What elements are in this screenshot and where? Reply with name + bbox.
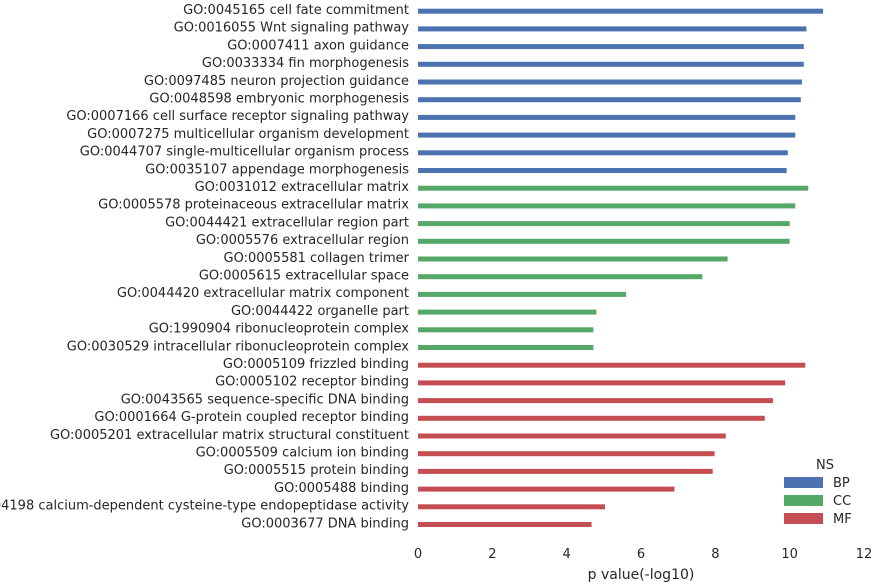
bar	[418, 44, 804, 50]
legend-swatch	[784, 477, 823, 488]
category-label: GO:0003677 DNA binding	[241, 516, 409, 531]
bar	[418, 327, 594, 333]
bar	[418, 291, 627, 297]
bar	[418, 168, 787, 173]
bar	[418, 433, 726, 439]
legend-label: CC	[833, 494, 851, 509]
bar	[418, 132, 796, 138]
category-label: GO:0005201 extracellular matrix structur…	[50, 428, 409, 443]
x-tick-label: 2	[488, 547, 496, 562]
category-label: GO:0005615 extracellular space	[199, 269, 409, 284]
bar	[418, 150, 788, 156]
category-label: GO:0005578 proteinaceous extracellular m…	[98, 198, 409, 213]
x-tick-label: 12	[856, 547, 873, 562]
category-label: GO:0007166 cell surface receptor signali…	[66, 109, 409, 124]
x-axis-label: p value(-log10)	[588, 567, 695, 583]
category-label: GO:0035107 appendage morphogenesis	[145, 162, 409, 177]
bar	[418, 274, 703, 280]
category-label: GO:0005576 extracellular region	[196, 233, 409, 248]
bar	[418, 451, 715, 457]
bar	[418, 345, 594, 350]
category-label: GO:0044421 extracellular region part	[165, 215, 409, 230]
category-label: GO:0001664 G-protein coupled receptor bi…	[94, 410, 409, 425]
bar	[418, 79, 802, 85]
category-label: GO:0043565 sequence-specific DNA binding	[121, 392, 409, 407]
bar	[418, 221, 790, 227]
category-label: GO:0097485 neuron projection guidance	[144, 74, 409, 89]
x-tick-label: 8	[711, 547, 719, 562]
bar	[418, 114, 796, 120]
bar	[418, 238, 790, 244]
category-label: GO:0007411 axon guidance	[227, 38, 409, 53]
category-label: GO:0005102 receptor binding	[215, 375, 409, 390]
bar	[418, 256, 728, 262]
bar	[418, 8, 824, 14]
category-label: GO:0005581 collagen trimer	[224, 251, 410, 266]
category-label: GO:0004198 calcium-dependent cysteine-ty…	[0, 499, 409, 514]
category-label: GO:0045165 cell fate commitment	[183, 3, 409, 18]
legend-swatch	[784, 513, 823, 524]
category-label: GO:1990904 ribonucleoprotein complex	[149, 322, 410, 337]
category-label: GO:0007275 multicellular organism develo…	[87, 127, 409, 142]
bar	[418, 522, 592, 527]
x-tick-label: 6	[637, 547, 645, 562]
x-tick-label: 4	[563, 547, 571, 562]
bar	[418, 61, 804, 67]
category-label: GO:0005509 calcium ion binding	[196, 446, 409, 461]
legend-title: NS	[816, 458, 834, 473]
category-label: GO:0044707 single-multicellular organism…	[80, 145, 409, 160]
category-label: GO:0005488 binding	[274, 481, 409, 496]
x-tick-label: 0	[414, 547, 422, 562]
bar	[418, 309, 597, 315]
bar	[418, 26, 807, 32]
category-label: GO:0044422 organelle part	[231, 304, 409, 319]
x-tick-label: 10	[781, 547, 798, 562]
category-labels: GO:0045165 cell fate commitment GO:001605…	[0, 3, 410, 531]
bar	[418, 362, 806, 368]
category-label: GO:0016055 Wnt signaling pathway	[174, 21, 410, 36]
bar	[418, 398, 773, 404]
legend-swatch	[784, 495, 823, 506]
category-label: GO:0033334 fin morphogenesis	[202, 56, 409, 71]
bar	[418, 97, 801, 103]
category-label: GO:0048598 embryonic morphogenesis	[149, 92, 409, 107]
bar	[418, 415, 765, 421]
category-label: GO:0030529 intracellular ribonucleoprote…	[67, 339, 410, 354]
bar	[418, 380, 786, 386]
bars	[418, 8, 824, 527]
category-label: GO:0005109 frizzled binding	[223, 357, 409, 372]
bar	[418, 185, 809, 191]
bar	[418, 468, 713, 474]
legend-label: MF	[833, 512, 852, 527]
legend-label: BP	[833, 476, 850, 491]
bar	[418, 504, 605, 510]
category-label: GO:0031012 extracellular matrix	[195, 180, 410, 195]
x-axis-ticks: 0 2 4 6 8 10 12	[414, 547, 872, 562]
legend: NS BP CC MF	[784, 458, 852, 527]
bar	[418, 486, 675, 492]
bar	[418, 203, 796, 209]
category-label: GO:0005515 protein binding	[224, 463, 409, 478]
category-label: GO:0044420 extracellular matrix componen…	[117, 286, 409, 301]
